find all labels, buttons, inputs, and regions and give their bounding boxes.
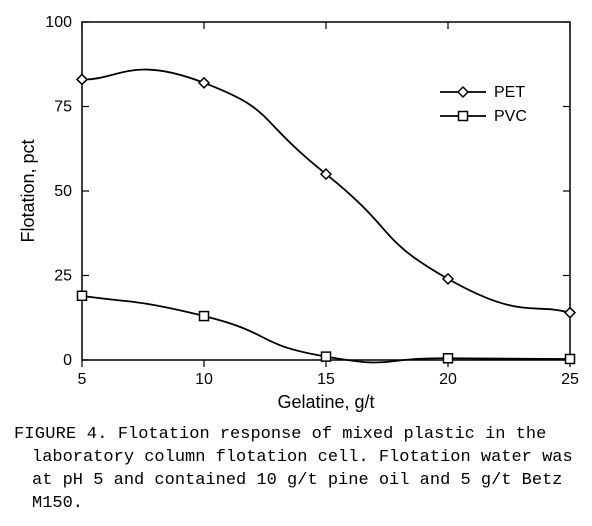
figure-container: 5 10 15 20 25 0 25 50 75 100 Gelatine, g/t Flotatio… xyxy=(10,10,582,516)
x-tick-label: 20 xyxy=(439,371,457,388)
series-pet xyxy=(77,70,575,318)
caption-text: Flotation response of mixed plastic in t… xyxy=(32,425,573,513)
x-tick-label: 25 xyxy=(561,371,579,388)
y-axis-label: Flotation, pct xyxy=(18,139,38,242)
legend-label-pet: PET xyxy=(494,84,525,101)
y-tick-label: 50 xyxy=(54,183,72,200)
legend-label-pvc: PVC xyxy=(494,108,527,125)
legend: PET PVC xyxy=(440,84,527,125)
x-tick-label: 15 xyxy=(317,371,335,388)
x-axis-label: Gelatine, g/t xyxy=(277,392,374,412)
chart-area: 5 10 15 20 25 0 25 50 75 100 Gelatine, g/t Flotatio… xyxy=(10,10,582,420)
y-tick-label: 25 xyxy=(54,268,72,285)
figure-caption: FIGURE 4. Flotation response of mixed pl… xyxy=(28,420,592,516)
chart-svg: 5 10 15 20 25 0 25 50 75 100 Gelatine, g/t Flotatio… xyxy=(10,10,582,420)
y-tick-label: 0 xyxy=(63,352,72,369)
y-tick-label: 100 xyxy=(45,14,72,31)
caption-label: FIGURE 4. xyxy=(14,425,108,444)
y-tick-label: 75 xyxy=(54,99,72,116)
x-tick-label: 5 xyxy=(78,371,87,388)
x-tick-label: 10 xyxy=(195,371,213,388)
